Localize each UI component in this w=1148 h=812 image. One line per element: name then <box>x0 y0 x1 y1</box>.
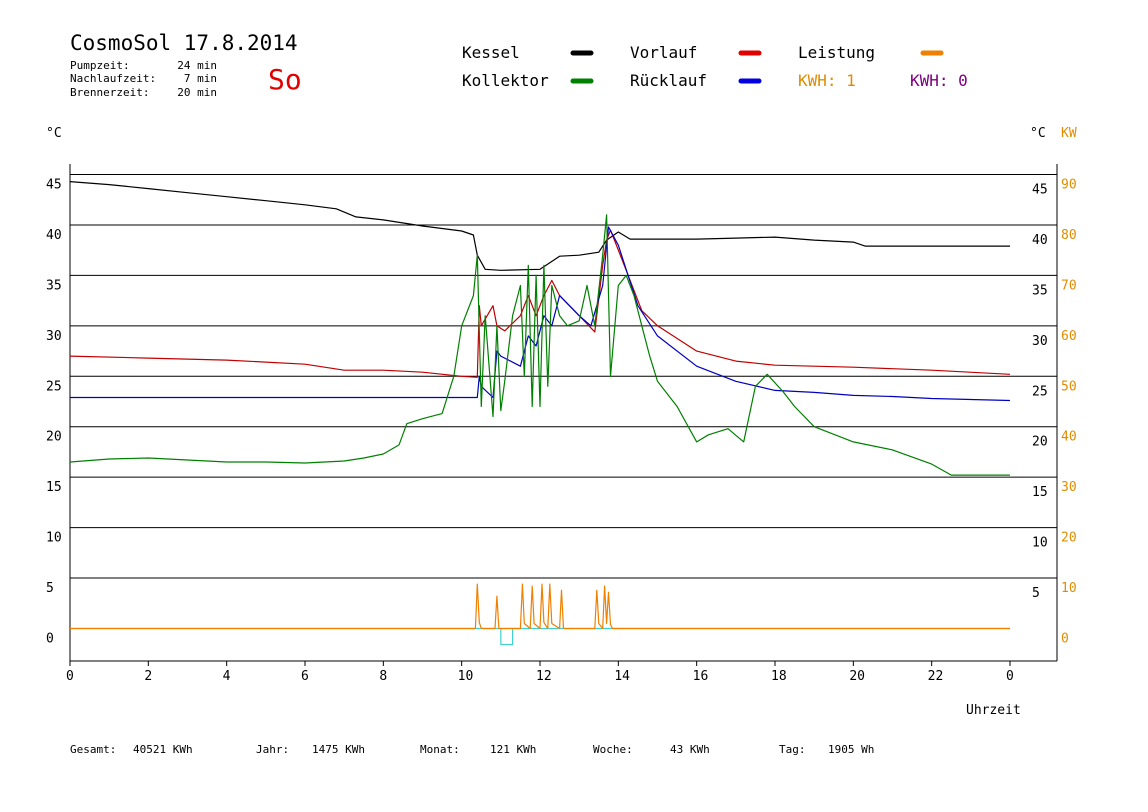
y-axis-label-left: °C <box>46 126 62 141</box>
x-tick-label-10: 20 <box>849 669 865 684</box>
series-line-vorlauf <box>69 229 1011 378</box>
y-axis-label-right: °C <box>1030 126 1046 141</box>
legend-label-kollektor: Kollektor <box>462 71 549 90</box>
footer-label-tag: Tag: <box>779 743 806 756</box>
y-tick-left-5: 5 <box>46 581 54 596</box>
y-tick-right-20: 20 <box>1032 435 1048 450</box>
y-tick-kw-10: 10 <box>1061 581 1077 596</box>
legend-kwh-1: KWH: 1 <box>798 71 856 90</box>
legend-label-vorlauf: Vorlauf <box>630 43 697 62</box>
x-tick-label-4: 8 <box>379 669 387 684</box>
stat-value-pump: 24 min <box>177 59 217 72</box>
y-tick-left-40: 40 <box>46 228 62 243</box>
y-tick-kw-40: 40 <box>1061 430 1077 445</box>
weekday-label: So <box>268 63 302 96</box>
series-layer <box>69 181 1011 646</box>
y-tick-left-15: 15 <box>46 480 62 495</box>
y-tick-right-15: 15 <box>1032 485 1048 500</box>
footer-value-monat: 121 KWh <box>490 743 536 756</box>
y-tick-left-25: 25 <box>46 379 62 394</box>
y-tick-right-25: 25 <box>1032 384 1048 399</box>
footer-label-jahr: Jahr: <box>256 743 289 756</box>
x-tick-label-1: 2 <box>144 669 152 684</box>
legend-label-ruecklauf: Rücklauf <box>630 71 707 90</box>
footer-value-gesamt: 40521 KWh <box>133 743 193 756</box>
y-tick-kw-0: 0 <box>1061 632 1069 647</box>
footer-label-woche: Woche: <box>593 743 633 756</box>
x-tick-label-12: 0 <box>1006 669 1014 684</box>
pump-indicator <box>500 628 514 646</box>
y-tick-left-10: 10 <box>46 531 62 546</box>
grid-layer <box>69 164 1058 662</box>
y-tick-kw-60: 60 <box>1061 329 1077 344</box>
y-tick-left-45: 45 <box>46 178 62 193</box>
chart-title: CosmoSol 17.8.2014 <box>70 31 298 55</box>
footer-value-woche: 43 KWh <box>670 743 710 756</box>
y-tick-left-20: 20 <box>46 430 62 445</box>
stat-value-nachlauf: 7 min <box>184 72 217 85</box>
footer-value-tag: 1905 Wh <box>828 743 874 756</box>
footer-totals: Gesamt: 40521 KWh Jahr: 1475 KWh Monat: … <box>70 743 874 756</box>
y-tick-left-0: 0 <box>46 632 54 647</box>
x-tick-label-11: 22 <box>928 669 944 684</box>
y-tick-kw-20: 20 <box>1061 531 1077 546</box>
y-tick-kw-30: 30 <box>1061 480 1077 495</box>
stat-label-nachlauf: Nachlaufzeit: <box>70 72 156 85</box>
y-tick-kw-50: 50 <box>1061 379 1077 394</box>
x-tick-label-7: 14 <box>614 669 630 684</box>
y-tick-left-35: 35 <box>46 278 62 293</box>
x-axis-label: Uhrzeit <box>966 703 1021 718</box>
x-tick-label-0: 0 <box>66 669 74 684</box>
series-line-rcklauf <box>70 226 1011 402</box>
stat-value-brenner: 20 min <box>177 86 217 99</box>
x-tick-label-8: 16 <box>693 669 709 684</box>
x-tick-label-6: 12 <box>536 669 552 684</box>
y-tick-left-30: 30 <box>46 329 62 344</box>
legend-label-leistung: Leistung <box>798 43 875 62</box>
y-tick-right-45: 45 <box>1032 183 1048 198</box>
x-tick-label-5: 10 <box>458 669 474 684</box>
stat-label-pump: Pumpzeit: <box>70 59 130 72</box>
series-line-kessel <box>69 181 1010 271</box>
x-tick-label-9: 18 <box>771 669 787 684</box>
series-line-leistung <box>70 583 1010 630</box>
series-line-kollektor <box>69 214 1010 476</box>
y-tick-right-30: 30 <box>1032 334 1048 349</box>
y-tick-right-40: 40 <box>1032 233 1048 248</box>
legend-label-kessel: Kessel <box>462 43 520 62</box>
footer-label-gesamt: Gesamt: <box>70 743 116 756</box>
footer-label-monat: Monat: <box>420 743 460 756</box>
y-tick-right-5: 5 <box>1032 586 1040 601</box>
legend-kwh-0: KWH: 0 <box>910 71 968 90</box>
y-tick-kw-70: 70 <box>1061 278 1077 293</box>
x-tick-label-3: 6 <box>301 669 309 684</box>
y-tick-right-35: 35 <box>1032 283 1048 298</box>
y-axis-label-kw: KW <box>1061 126 1077 141</box>
y-tick-right-10: 10 <box>1032 536 1048 551</box>
y-tick-kw-90: 90 <box>1061 178 1077 193</box>
x-tick-label-2: 4 <box>223 669 231 684</box>
stat-label-brenner: Brennerzeit: <box>70 86 149 99</box>
footer-value-jahr: 1475 KWh <box>312 743 365 756</box>
y-tick-kw-80: 80 <box>1061 228 1077 243</box>
